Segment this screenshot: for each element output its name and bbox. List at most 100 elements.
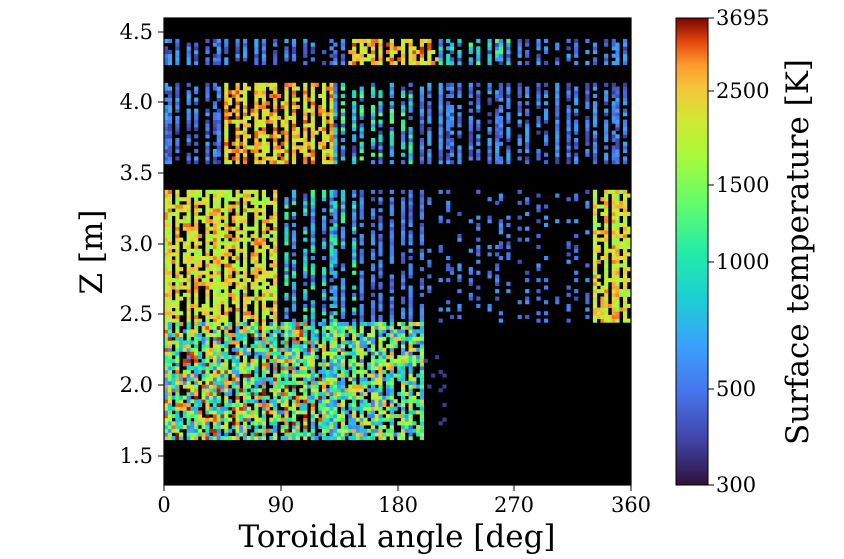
heatmap-cell bbox=[574, 38, 579, 43]
heatmap-cell bbox=[243, 366, 248, 371]
heatmap-cell bbox=[322, 410, 327, 415]
heatmap-cell bbox=[333, 399, 338, 404]
heatmap-cell bbox=[212, 82, 218, 87]
heatmap-cell bbox=[389, 344, 394, 349]
heatmap-cell bbox=[269, 289, 274, 294]
heatmap-cell bbox=[224, 406, 229, 411]
heatmap-cell bbox=[517, 259, 522, 264]
heatmap-cell bbox=[495, 115, 500, 120]
heatmap-cell bbox=[419, 57, 424, 62]
heatmap-cell bbox=[495, 289, 500, 294]
heatmap-cell bbox=[408, 160, 413, 165]
heatmap-cell bbox=[284, 384, 289, 389]
heatmap-cell bbox=[216, 314, 221, 319]
heatmap-cell bbox=[352, 285, 357, 290]
heatmap-cell bbox=[419, 311, 424, 316]
heatmap-cell bbox=[623, 42, 628, 47]
heatmap-cell bbox=[438, 90, 443, 95]
heatmap-cell bbox=[495, 278, 500, 283]
heatmap-cell bbox=[205, 193, 210, 198]
heatmap-cell bbox=[303, 108, 308, 113]
heatmap-cell bbox=[325, 399, 330, 404]
heatmap-cell bbox=[431, 50, 436, 55]
heatmap-cell bbox=[164, 138, 169, 143]
heatmap-cell bbox=[284, 86, 289, 91]
heatmap-cell bbox=[186, 421, 191, 426]
heatmap-cell bbox=[243, 311, 248, 316]
heatmap-cell bbox=[446, 119, 451, 124]
heatmap-cell bbox=[585, 152, 590, 157]
heatmap-cell bbox=[370, 112, 376, 117]
heatmap-cell bbox=[623, 61, 628, 66]
heatmap-cell bbox=[457, 86, 462, 91]
heatmap-cell bbox=[179, 197, 184, 202]
heatmap-cell bbox=[592, 292, 598, 297]
heatmap-cell bbox=[574, 112, 579, 117]
heatmap-cell bbox=[340, 388, 345, 393]
heatmap-cell bbox=[517, 237, 522, 242]
heatmap-cell bbox=[419, 127, 424, 132]
heatmap-cell bbox=[231, 373, 236, 378]
heatmap-cell bbox=[186, 402, 191, 407]
heatmap-cell bbox=[224, 101, 229, 106]
heatmap-cell bbox=[611, 46, 616, 51]
heatmap-cell bbox=[224, 410, 229, 415]
heatmap-cell bbox=[333, 388, 338, 393]
heatmap-cell bbox=[566, 303, 571, 308]
heatmap-cell bbox=[303, 97, 308, 102]
heatmap-cell bbox=[408, 425, 413, 430]
heatmap-cell bbox=[197, 318, 203, 323]
heatmap-cell bbox=[322, 245, 327, 250]
heatmap-cell bbox=[197, 432, 203, 437]
heatmap-cell bbox=[401, 61, 406, 66]
heatmap-cell bbox=[179, 278, 184, 283]
heatmap-cell bbox=[389, 369, 394, 374]
heatmap-cell bbox=[167, 425, 172, 430]
heatmap-cell bbox=[216, 38, 221, 43]
heatmap-cell bbox=[363, 57, 368, 62]
heatmap-cell bbox=[167, 307, 172, 312]
heatmap-cell bbox=[408, 380, 413, 385]
heatmap-cell bbox=[468, 42, 473, 47]
heatmap-cell bbox=[167, 230, 172, 235]
heatmap-cell bbox=[359, 377, 364, 382]
heatmap-cell bbox=[611, 292, 616, 297]
heatmap-cell bbox=[261, 366, 266, 371]
heatmap-cell bbox=[212, 104, 218, 109]
heatmap-cell bbox=[337, 391, 342, 396]
heatmap-cell bbox=[212, 391, 218, 396]
heatmap-cell bbox=[205, 311, 210, 316]
heatmap-cell bbox=[337, 384, 342, 389]
heatmap-cell bbox=[273, 248, 278, 253]
heatmap-cell bbox=[401, 414, 406, 419]
heatmap-cell bbox=[352, 237, 357, 242]
heatmap-cell bbox=[427, 46, 432, 51]
heatmap-cell bbox=[322, 292, 327, 297]
heatmap-cell bbox=[235, 86, 240, 91]
heatmap-cell bbox=[254, 252, 259, 257]
heatmap-cell bbox=[194, 414, 199, 419]
heatmap-cell bbox=[243, 388, 248, 393]
heatmap-cell bbox=[167, 130, 172, 135]
heatmap-cell bbox=[269, 292, 274, 297]
heatmap-cell bbox=[216, 373, 221, 378]
heatmap-cell bbox=[254, 296, 259, 301]
heatmap-cell bbox=[378, 432, 383, 437]
heatmap-cell bbox=[299, 333, 304, 338]
heatmap-cell bbox=[401, 278, 406, 283]
heatmap-cell bbox=[438, 86, 443, 91]
heatmap-cell bbox=[615, 215, 620, 220]
heatmap-cell bbox=[175, 197, 180, 202]
heatmap-cell bbox=[389, 347, 394, 352]
heatmap-cell bbox=[487, 130, 492, 135]
heatmap-cell bbox=[220, 215, 225, 220]
heatmap-cell bbox=[291, 245, 297, 250]
heatmap-cell bbox=[359, 336, 364, 341]
heatmap-cell bbox=[401, 42, 406, 47]
heatmap-cell bbox=[536, 234, 541, 239]
heatmap-cell bbox=[265, 145, 270, 150]
heatmap-cell bbox=[273, 333, 278, 338]
heatmap-cell bbox=[318, 93, 323, 98]
heatmap-cell bbox=[303, 432, 308, 437]
heatmap-cell bbox=[265, 377, 270, 382]
